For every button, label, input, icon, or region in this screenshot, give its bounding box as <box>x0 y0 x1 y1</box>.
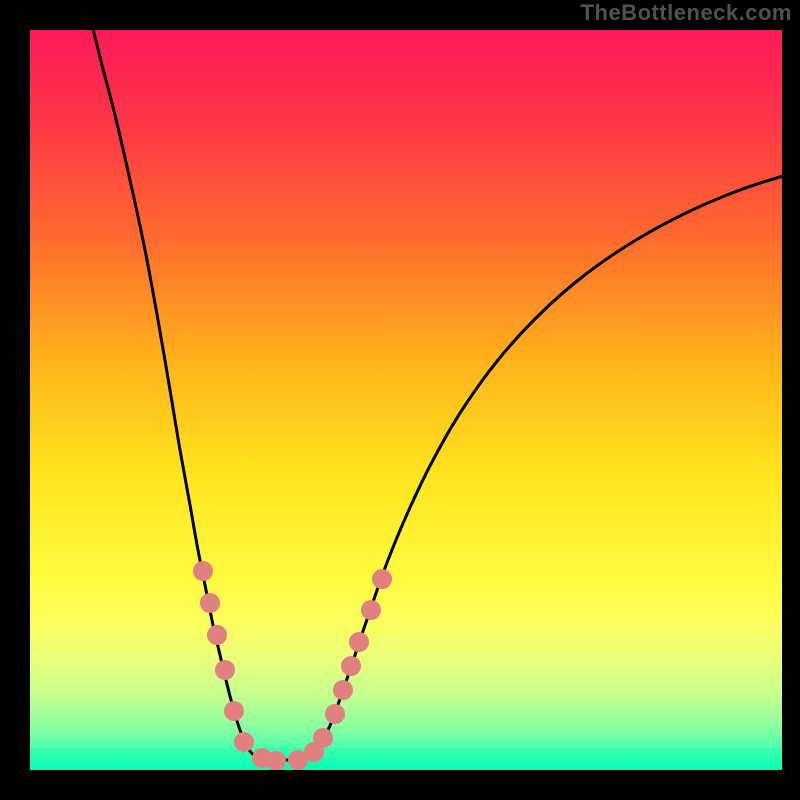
data-dot <box>200 593 220 613</box>
data-dot <box>193 561 213 581</box>
curve-right <box>305 175 782 759</box>
curve-left <box>92 30 270 760</box>
data-dot <box>341 656 361 676</box>
data-dot <box>313 728 333 748</box>
data-dot <box>325 704 345 724</box>
data-dot <box>215 660 235 680</box>
plot-area <box>30 30 782 770</box>
dots-group <box>193 561 392 770</box>
data-dot <box>224 701 244 721</box>
data-dot <box>234 732 254 752</box>
data-dot <box>372 569 392 589</box>
data-dot <box>207 625 227 645</box>
attribution-label: TheBottleneck.com <box>581 0 792 26</box>
chart-svg <box>30 30 782 770</box>
frame-bottom <box>0 770 800 800</box>
data-dot <box>349 632 369 652</box>
frame-left <box>0 0 30 800</box>
data-dot <box>333 680 353 700</box>
data-dot <box>361 600 381 620</box>
frame-right <box>782 0 800 800</box>
